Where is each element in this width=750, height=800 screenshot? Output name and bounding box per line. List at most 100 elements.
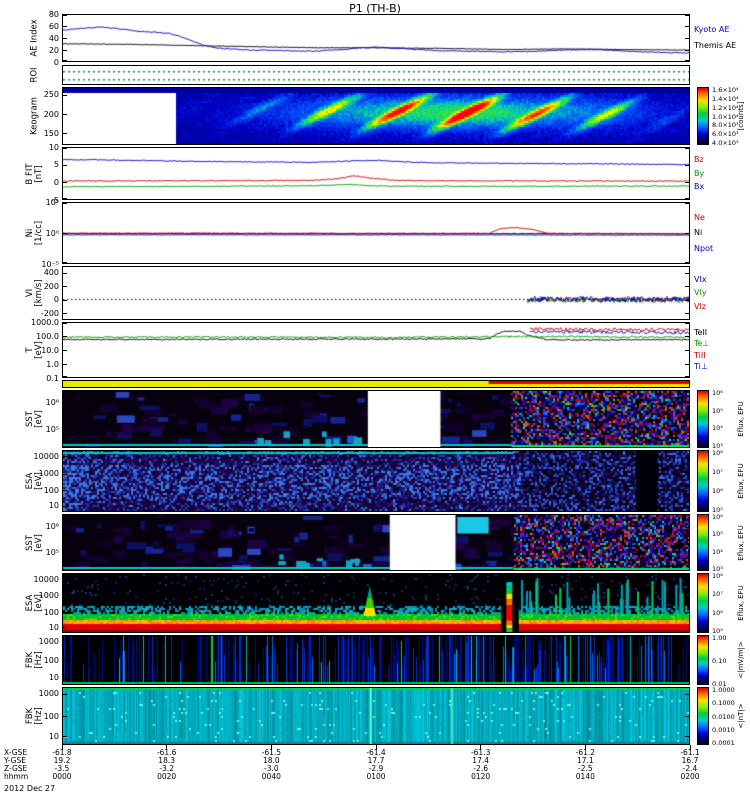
fbk_b-ytickmark-l-0 (63, 693, 67, 695)
sst_elec-ytickmark-r-1 (685, 552, 689, 554)
fbk_b-colorbar-unit: <|nT|> (737, 703, 745, 729)
axis-value-2-3: -2.9 (368, 764, 384, 773)
hhmm-row-label: hhmm (4, 772, 29, 781)
fbk_b-ytickmark-l-2 (63, 736, 67, 738)
bfit-canvas (63, 148, 689, 199)
bfit-ytickmark-r-0 (685, 148, 689, 149)
ae-ytickmark-r-1 (685, 26, 689, 27)
xtick-6 (689, 745, 691, 750)
esa_ions-colorbar-tick-0: 10⁸ (712, 448, 723, 457)
sst_ions-ytickmark-l-1 (63, 429, 67, 431)
velocity-ytick-2: 0 (53, 295, 59, 305)
keogram-colorbar-unit-wrap: [counts] (734, 87, 748, 145)
sst_elec-canvas (63, 515, 689, 570)
velocity-ytickmark-l-1 (63, 286, 67, 288)
axis-value-1-2: 18.0 (262, 756, 280, 765)
axis-value-1-0: 19.2 (53, 756, 71, 765)
sst_ions-colorbar-unit-wrap: Eflux, EFU (734, 390, 748, 448)
sst_elec-colorbar (697, 514, 709, 571)
sst_elec-colorbar-tick-2: 10⁴ (712, 547, 723, 556)
hhmm-label-1: 0020 (157, 772, 177, 781)
sst_ions-colorbar (697, 390, 709, 448)
sst_elec-ytickmark-l-1 (63, 552, 67, 554)
temperature-ytickmark-l-1 (63, 336, 67, 337)
sst_elec-colorbar-tick-0: 10⁶ (712, 512, 723, 521)
sst_elec-panel (62, 514, 690, 571)
fbk_e-colorbar-unit: <|mV/m|> (737, 641, 745, 679)
fbk_e-ytickmark-r-2 (685, 677, 689, 679)
velocity-ytickmark-r-3 (685, 313, 689, 315)
density-ytickmark-r-0 (685, 203, 689, 204)
ae-ytick-4: 0 (53, 57, 59, 67)
axis-row-label-2: Z-GSE (4, 764, 28, 773)
esa_elec-ytickmark-r-3 (685, 627, 689, 628)
roi-canvas (63, 66, 689, 84)
keogram-colorbar (697, 87, 709, 145)
esa_elec-colorbar-tick-3: 10⁵ (712, 627, 723, 636)
temperature-ytickmark-r-3 (685, 364, 689, 365)
esa_ions-ytick-3: 10 (48, 501, 59, 511)
sst_elec-colorbar-unit: Eflux, EFU (737, 524, 745, 561)
esa_ions-ytickmark-r-1 (685, 473, 689, 475)
fbk_b-ytickmark-r-1 (685, 716, 689, 717)
axis-value-2-5: -2.5 (578, 764, 593, 773)
axis-value-0-6: -61.1 (680, 748, 700, 757)
ae-ytickmark-r-2 (685, 38, 689, 39)
ae-ytickmark-l-2 (63, 38, 67, 39)
temperature-ytick-1: 100.0 (36, 331, 59, 341)
axis-value-0-1: -61.6 (156, 748, 177, 757)
density-ytick-1: 10⁰ (45, 228, 59, 238)
keogram-colorbar-tick-2: 1.2×10⁴ (712, 103, 739, 112)
sst_ions-ytickmark-l-0 (63, 402, 67, 404)
temperature-ytickmark-r-1 (685, 336, 689, 337)
ae-ytickmark-r-0 (685, 15, 689, 16)
temperature-right-label-1: Te⊥ (694, 339, 710, 349)
esa_elec-ytickmark-r-1 (685, 595, 689, 597)
xtick-4 (480, 745, 482, 750)
sst_elec-colorbar-unit-wrap: Eflux, EFU (734, 514, 748, 571)
axis-value-0-3: -61.4 (366, 748, 386, 757)
temperature-ytick-0: 1000.0 (31, 317, 59, 327)
fbk_e-ytick-1: 100 (43, 655, 59, 665)
sst_elec-ytick-1: 10⁵ (45, 548, 59, 558)
keogram-ytickmark-r-2 (685, 133, 689, 135)
velocity-ytickmark-l-3 (63, 313, 67, 315)
roi-ylabel-text: ROI (30, 67, 40, 82)
temperature-right-label-2: TiII (694, 350, 706, 360)
sst_ions-ytickmark-r-0 (685, 402, 689, 404)
fbk_b-colorbar-tick-1: 0.1000 (712, 699, 735, 708)
keogram-canvas (63, 88, 689, 144)
axis-value-0-4: -61.3 (470, 748, 491, 757)
date-label: 2012 Dec 27 (4, 784, 56, 793)
esa_ions-ytickmark-l-1 (63, 473, 67, 475)
hhmm-label-0: 0000 (52, 772, 72, 781)
esa_ions-panel (62, 450, 690, 512)
fbk_e-colorbar-tick-0: 1.00 (712, 633, 727, 642)
hhmm-label-2: 0040 (261, 772, 281, 781)
ae-ytick-2: 40 (48, 33, 59, 43)
fbk_e-ytickmark-l-0 (63, 641, 67, 642)
esa_elec-ytickmark-r-2 (685, 612, 689, 613)
temperature-right-label-3: Ti⊥ (694, 361, 708, 371)
axis-value-0-0: -61.8 (52, 748, 72, 757)
fbk_b-colorbar-tick-3: 0.0010 (712, 725, 735, 734)
density-ytick-2: 10⁻⁵ (41, 259, 59, 269)
axis-value-1-6: 16.7 (681, 756, 699, 765)
velocity-ytick-3: -200 (40, 308, 59, 318)
esa_elec-ytickmark-l-3 (63, 627, 67, 628)
axis-value-0-5: -61.2 (575, 748, 596, 757)
roi-panel (62, 65, 690, 85)
esa_elec-ytickmark-r-0 (685, 579, 689, 580)
esa_ions-colorbar-unit-wrap: Eflux, EFU (734, 450, 748, 512)
esa_elec-panel (62, 573, 690, 633)
bfit-ytickmark-l-1 (63, 164, 67, 166)
density-ytickmark-r-1 (685, 233, 689, 234)
temperature-ytickmark-r-0 (685, 323, 689, 324)
ae-ytick-3: 20 (48, 45, 59, 55)
esa_elec-ytickmark-l-0 (63, 579, 67, 580)
esa_ions-ytick-2: 100 (43, 485, 59, 495)
sst_ions-colorbar-tick-2: 10⁴ (712, 424, 723, 433)
ae-right-label-0: Kyoto AE (694, 25, 730, 34)
fbk_e-panel (62, 635, 690, 685)
